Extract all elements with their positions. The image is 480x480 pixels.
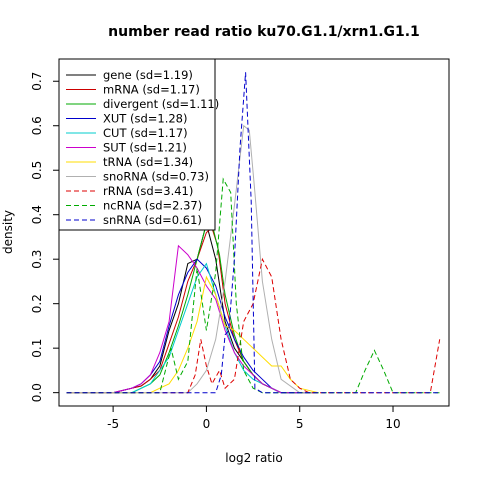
legend-label-snorna: snoRNA (sd=0.73) bbox=[103, 170, 209, 184]
series-layer bbox=[66, 72, 441, 394]
series-rrna-line bbox=[66, 257, 441, 394]
y-tick-label: 0.5 bbox=[30, 161, 44, 180]
legend-items: gene (sd=1.19)mRNA (sd=1.17)divergent (s… bbox=[66, 68, 219, 227]
series-gene-line bbox=[66, 221, 319, 394]
y-tick-label: 0.7 bbox=[30, 72, 44, 91]
legend-label-divergent: divergent (sd=1.11) bbox=[103, 97, 219, 111]
series-ncrna-line bbox=[66, 177, 440, 394]
y-tick-label: 0.0 bbox=[30, 383, 44, 402]
x-axis-label: log2 ratio bbox=[225, 451, 282, 465]
legend-label-snrna: snRNA (sd=0.61) bbox=[103, 213, 202, 227]
legend-label-cut: CUT (sd=1.17) bbox=[103, 126, 188, 140]
x-tick-label: 0 bbox=[203, 417, 211, 431]
y-tick-label: 0.1 bbox=[30, 339, 44, 358]
series-snorna-line bbox=[66, 124, 319, 394]
x-tick-label: 5 bbox=[296, 417, 304, 431]
series-snrna-line bbox=[66, 72, 440, 394]
legend-label-xut: XUT (sd=1.28) bbox=[103, 112, 187, 126]
legend-label-trna: tRNA (sd=1.34) bbox=[103, 155, 193, 169]
series-sut-line bbox=[66, 244, 319, 394]
y-tick-label: 0.2 bbox=[30, 294, 44, 313]
x-tick-label: -5 bbox=[107, 417, 119, 431]
legend: gene (sd=1.19)mRNA (sd=1.17)divergent (s… bbox=[58, 58, 219, 231]
series-divergent-line bbox=[66, 223, 319, 394]
legend-label-rrna: rRNA (sd=3.41) bbox=[103, 184, 193, 198]
legend-label-sut: SUT (sd=1.21) bbox=[103, 141, 187, 155]
legend-label-gene: gene (sd=1.19) bbox=[103, 68, 193, 82]
y-axis-label: density bbox=[1, 210, 15, 254]
series-cut-line bbox=[66, 262, 319, 394]
y-tick-label: 0.4 bbox=[30, 205, 44, 224]
y-tick-label: 0.3 bbox=[30, 250, 44, 269]
legend-label-ncrna: ncRNA (sd=2.37) bbox=[103, 199, 202, 213]
legend-label-mrna: mRNA (sd=1.17) bbox=[103, 83, 200, 97]
series-trna-line bbox=[66, 275, 319, 394]
x-tick-label: 10 bbox=[385, 417, 400, 431]
y-tick-label: 0.6 bbox=[30, 116, 44, 135]
series-xut-line bbox=[66, 258, 319, 394]
legend-box bbox=[58, 58, 216, 231]
chart-title: number read ratio ku70.G1.1/xrn1.G1.1 bbox=[108, 24, 420, 40]
axes: -5 0 5 10 0.0 0.1 0.2 0.3 0.4 0.5 0.6 0.7 bbox=[30, 72, 401, 431]
